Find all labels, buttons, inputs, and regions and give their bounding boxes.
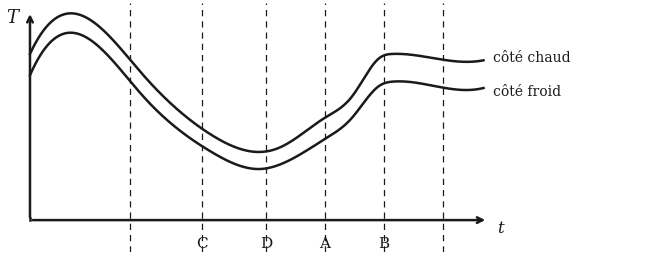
Text: C: C xyxy=(197,237,208,251)
Text: D: D xyxy=(260,237,272,251)
Text: côté froid: côté froid xyxy=(493,85,561,99)
Text: T: T xyxy=(6,9,18,27)
Text: A: A xyxy=(319,237,330,251)
Text: t: t xyxy=(497,220,504,237)
Text: B: B xyxy=(378,237,390,251)
Text: côté chaud: côté chaud xyxy=(493,51,570,65)
